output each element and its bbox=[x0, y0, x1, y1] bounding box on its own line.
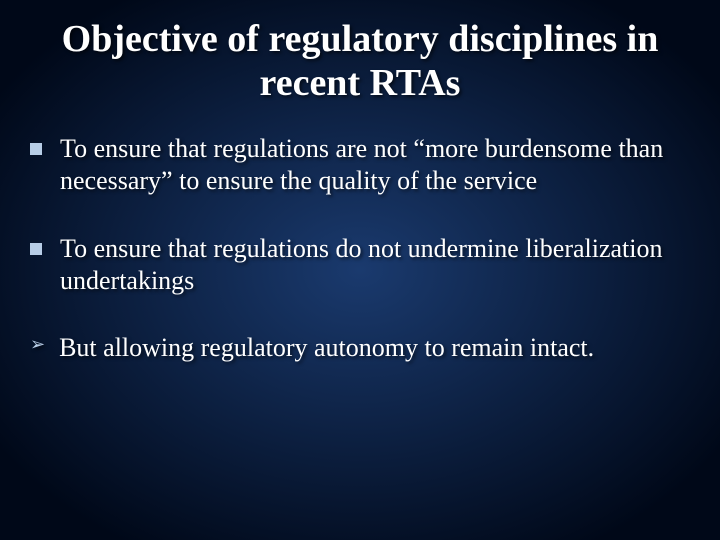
slide: Objective of regulatory disciplines in r… bbox=[0, 0, 720, 540]
list-item: To ensure that regulations do not underm… bbox=[30, 233, 690, 296]
list-item-text: To ensure that regulations are not “more… bbox=[60, 133, 690, 196]
square-bullet-icon bbox=[30, 243, 42, 255]
bullet-list: To ensure that regulations are not “more… bbox=[30, 133, 690, 364]
square-bullet-icon bbox=[30, 143, 42, 155]
list-item-text: To ensure that regulations do not underm… bbox=[60, 233, 690, 296]
arrow-bullet-icon: ➢ bbox=[30, 334, 45, 356]
slide-title: Objective of regulatory disciplines in r… bbox=[30, 18, 690, 105]
list-item-text: But allowing regulatory autonomy to rema… bbox=[59, 332, 690, 364]
list-item: ➢ But allowing regulatory autonomy to re… bbox=[30, 332, 690, 364]
list-item: To ensure that regulations are not “more… bbox=[30, 133, 690, 196]
